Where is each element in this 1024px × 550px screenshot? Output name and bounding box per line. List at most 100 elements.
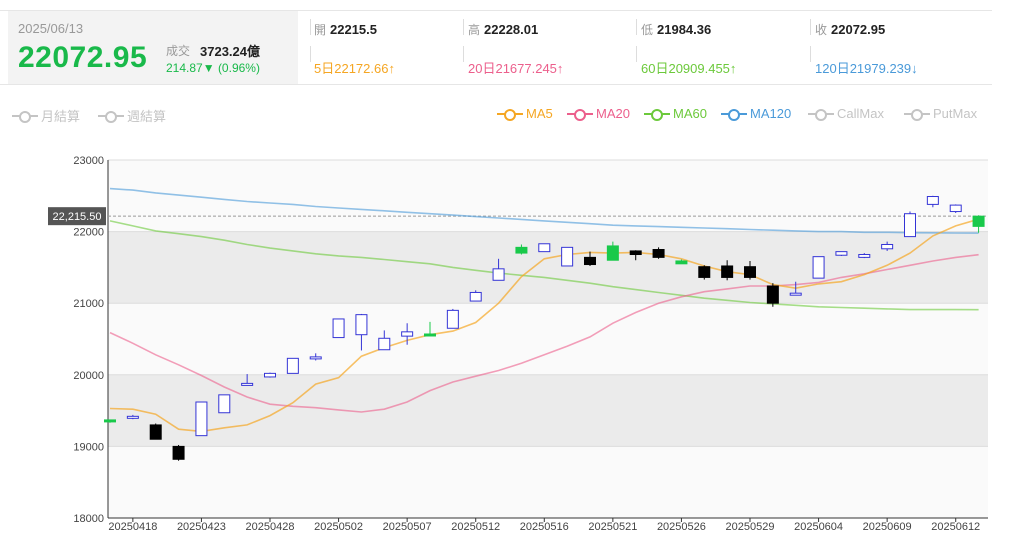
x-tick-label: 20250507 [383, 521, 432, 533]
low-cell: 低 21984.36 [641, 21, 811, 51]
ma120-value: 120日21979.239↓ [815, 61, 918, 76]
legend-ma60[interactable]: MA60 [644, 106, 707, 121]
divider [810, 19, 811, 35]
candle-body [195, 401, 208, 437]
x-tick-label: 20250604 [794, 521, 843, 533]
candle-body [401, 331, 414, 337]
candle-body [149, 424, 162, 440]
volume-value: 3723.24億 [200, 44, 260, 59]
series-toggle-icon [644, 108, 670, 121]
y-tick-label: 20000 [73, 370, 104, 382]
x-tick-label: 20250516 [520, 521, 569, 533]
divider [810, 46, 811, 62]
x-tick-label: 20250612 [931, 521, 980, 533]
legend-ma20[interactable]: MA20 [567, 106, 630, 121]
candle-body [538, 243, 551, 253]
candle-body [309, 356, 322, 360]
y-tick-label: 21000 [73, 298, 104, 310]
x-tick-label: 20250428 [246, 521, 295, 533]
candle-body [881, 243, 894, 250]
candle-body [584, 256, 596, 266]
divider [463, 19, 464, 35]
ma-line-ma20 [109, 253, 979, 413]
candle-body [264, 372, 276, 378]
x-tick-label: 20250521 [588, 521, 637, 533]
divider [636, 19, 637, 35]
candle-body [241, 382, 254, 386]
y-tick-label: 23000 [73, 155, 104, 167]
low-label: 低 [641, 23, 654, 37]
legend-ma5[interactable]: MA5 [497, 106, 553, 121]
candle-body [721, 265, 734, 278]
legend-label: PutMax [933, 106, 978, 121]
x-tick-label: 20250526 [657, 521, 706, 533]
candle-body [378, 337, 391, 351]
series-toggle-icon [12, 110, 38, 123]
current-price-label: 22,215.50 [53, 211, 102, 223]
legend-putmax[interactable]: PutMax [904, 106, 977, 121]
x-tick-label: 20250529 [726, 521, 775, 533]
plot-band [108, 160, 988, 232]
open-label: 開 [314, 23, 327, 37]
candle-body [812, 256, 825, 279]
candle-body [972, 215, 985, 227]
candle-body [515, 246, 528, 254]
y-tick-label: 19000 [73, 441, 104, 453]
candle-body [858, 254, 871, 258]
candle-body [218, 394, 231, 414]
candle-body [835, 251, 848, 256]
series-toggle-icon [904, 108, 930, 121]
open-cell: 開 22215.5 [314, 21, 484, 51]
candle-body [926, 196, 939, 205]
candle-body [104, 419, 116, 423]
legend-ma120[interactable]: MA120 [721, 106, 791, 121]
candle-body [698, 266, 711, 278]
high-value: 22228.01 [484, 22, 539, 37]
legend-label: MA20 [596, 106, 630, 121]
x-tick-label: 20250609 [863, 521, 912, 533]
legend-label: MA60 [673, 106, 707, 121]
candle-body [446, 309, 459, 329]
last-price: 22072.95 [18, 41, 148, 74]
series-toggle-icon [497, 108, 523, 121]
candle-body [332, 318, 345, 339]
candle-body [949, 204, 962, 213]
candle-body [469, 291, 482, 302]
candle-body [561, 246, 574, 267]
toggle-label: 週結算 [127, 109, 167, 124]
volume-label: 成交 [166, 44, 191, 58]
close-value: 22072.95 [831, 22, 886, 37]
candle-body [492, 268, 505, 281]
plot-band [108, 374, 988, 447]
change-amount: 214.87▼ [166, 61, 215, 75]
low-value: 21984.36 [657, 22, 712, 37]
current-price-tag [48, 207, 106, 226]
y-tick-label: 18000 [73, 513, 104, 525]
quote-date: 2025/06/13 [18, 21, 84, 36]
x-tick-label: 20250512 [451, 521, 500, 533]
series-toggle-icon [808, 108, 834, 121]
ma-line-ma120 [109, 187, 979, 234]
close-cell: 收 22072.95 [815, 21, 985, 51]
legend-callmax[interactable]: CallMax [808, 106, 884, 121]
ma-line-ma60 [109, 220, 979, 311]
price-change: 214.87▼ (0.96%) [166, 61, 260, 75]
divider [310, 19, 311, 35]
ohlc-grid: 開 22215.5 高 22228.01 低 21984.36 收 22072.95 5… [300, 11, 992, 84]
ma5-value: 5日22172.66↑ [314, 61, 395, 76]
candle-body [652, 249, 665, 258]
toggle-monthly-settlement[interactable]: 月結算 [12, 106, 80, 125]
open-value: 22215.5 [330, 22, 378, 37]
divider [463, 46, 464, 62]
y-tick-label: 22000 [73, 227, 104, 239]
toggle-weekly-settlement[interactable]: 週結算 [98, 106, 166, 125]
change-percent: (0.96%) [217, 61, 260, 75]
candle-body [675, 260, 688, 265]
x-tick-label: 20250502 [314, 521, 363, 533]
candle-body [355, 314, 368, 336]
high-label: 高 [468, 23, 481, 37]
candle-body [286, 357, 299, 374]
ma-line-ma5 [109, 218, 979, 433]
candle-body [744, 266, 756, 278]
candle-body [904, 213, 916, 238]
